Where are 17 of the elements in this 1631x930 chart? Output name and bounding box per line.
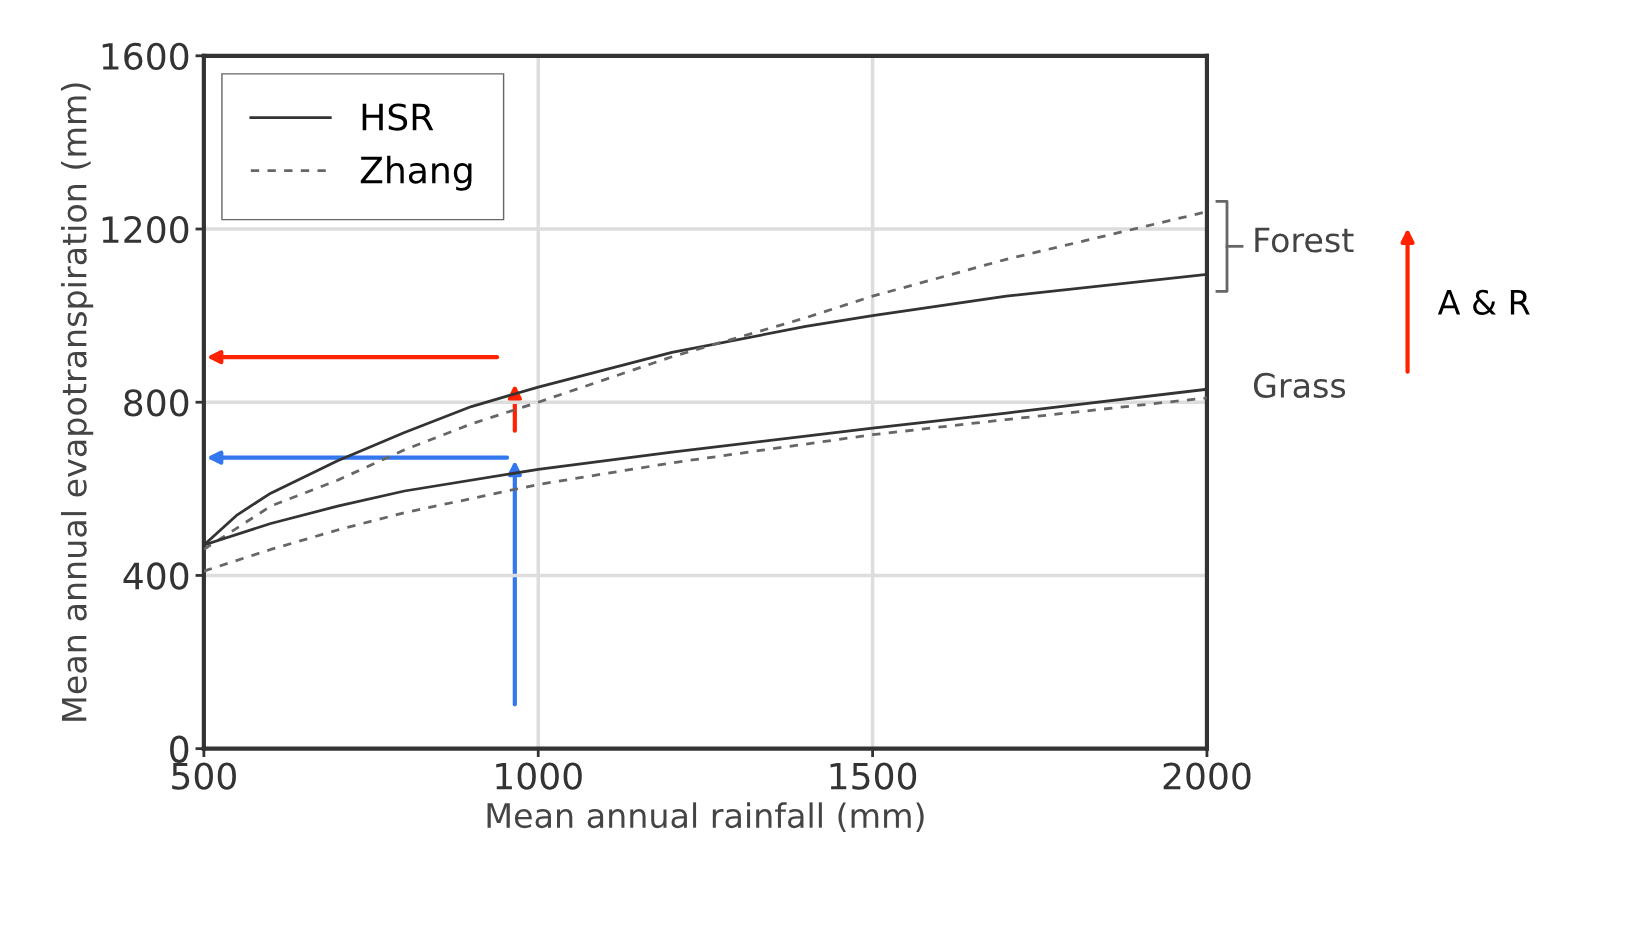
- y-axis-title: Mean annual evapotranspiration (mm): [60, 83, 94, 721]
- x-tick-label: 2000: [1163, 762, 1251, 790]
- text: A & R: [1437, 289, 1530, 315]
- legend-label: Zhang: [360, 155, 472, 191]
- y-tick-label: 0: [170, 735, 189, 763]
- x-tick-label: 500: [172, 762, 236, 790]
- x-tick-label: 1500: [830, 762, 917, 790]
- text: Forest: [1255, 227, 1354, 253]
- text: Grass: [1253, 372, 1346, 399]
- x-tick-label: 1000: [496, 762, 582, 790]
- y-tick-label: 400: [123, 562, 189, 590]
- line-series: [203, 396, 1207, 573]
- x-axis-title: Mean annual rainfall (mm): [487, 802, 924, 833]
- legend-label: HSR: [362, 103, 434, 131]
- y-tick-label: 1600: [102, 42, 189, 71]
- y-tick-label: 1200: [102, 215, 189, 244]
- y-tick-label: 800: [124, 389, 189, 417]
